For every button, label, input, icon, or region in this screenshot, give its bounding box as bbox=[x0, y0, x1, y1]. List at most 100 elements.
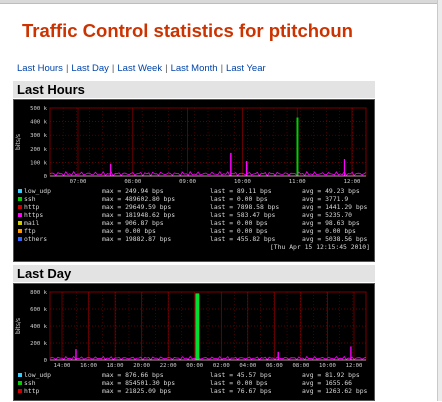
legend-max: max = 0.00 bps bbox=[102, 227, 156, 235]
legend-max: max = 906.87 bps bbox=[102, 219, 164, 227]
nav-link-last-hours[interactable]: Last Hours bbox=[17, 63, 63, 74]
legend-last-hours: low_udp max = 249.94 bps last = 89.11 bps a… bbox=[14, 187, 376, 261]
legend-avg: avg = 98.63 bps bbox=[302, 219, 360, 227]
legend-name: http bbox=[24, 203, 40, 211]
legend-row-ftp: ftp max = 0.00 bps last = 0.00 bps avg = 0.… bbox=[14, 227, 376, 235]
legend-max: max = 29649.59 bps bbox=[102, 203, 172, 211]
x-tick-label: 14:00 bbox=[54, 363, 71, 369]
legend-avg: avg = 1263.62 bps bbox=[302, 387, 368, 395]
y-tick-label: 0 bbox=[44, 174, 47, 180]
legend-name: ssh bbox=[24, 379, 36, 387]
legend-swatch bbox=[18, 381, 22, 385]
legend-name: ftp bbox=[24, 227, 36, 235]
section-heading-last-day: Last Day bbox=[13, 265, 375, 282]
legend-avg: avg = 1655.66 bbox=[302, 379, 353, 387]
traffic-spike bbox=[277, 351, 279, 360]
traffic-spike bbox=[296, 117, 299, 176]
traffic-spike bbox=[110, 163, 112, 176]
legend-name: others bbox=[24, 235, 48, 243]
y-tick-label: 400 k bbox=[30, 324, 47, 330]
legend-last: last = 455.82 bps bbox=[210, 235, 276, 243]
legend-row-https: https max = 181948.62 bps last = 583.47 bp… bbox=[14, 211, 376, 219]
legend-last: last = 89.11 bps bbox=[210, 187, 272, 195]
traffic-spike bbox=[195, 293, 200, 360]
legend-max: max = 489602.80 bps bbox=[102, 195, 176, 203]
legend-row-http: http max = 21825.09 bps last = 76.67 bps av… bbox=[14, 387, 376, 395]
y-tick-label: 100 k bbox=[30, 160, 47, 166]
legend-swatch bbox=[18, 213, 22, 217]
legend-row-low_udp: low_udp max = 249.94 bps last = 89.11 bps a… bbox=[14, 187, 376, 195]
x-tick-label: 11:00 bbox=[289, 179, 306, 185]
legend-swatch bbox=[18, 389, 22, 393]
legend-timestamp-row: [Thu Apr 15 12:15:45 2010] bbox=[14, 243, 376, 251]
y-tick-label: 400 k bbox=[30, 120, 47, 126]
vertical-scrollbar[interactable] bbox=[437, 0, 442, 401]
legend-name: mail bbox=[24, 219, 40, 227]
legend-avg: avg = 1441.29 bps bbox=[302, 203, 368, 211]
graph-last-hours: bits/s 500 k 400 k 300 k 200 k 100 k 0 07:00 08:… bbox=[13, 99, 375, 262]
legend-row-mail: mail max = 906.87 bps last = 0.00 bps avg =… bbox=[14, 219, 376, 227]
y-tick-label: 200 k bbox=[30, 147, 47, 153]
x-tick-label: 00:00 bbox=[186, 363, 203, 369]
x-tick-label: 22:00 bbox=[160, 363, 177, 369]
page-title: Traffic Control statistics for ptitchoun bbox=[22, 20, 353, 41]
nav-separator: | bbox=[111, 63, 115, 74]
https-trace bbox=[49, 170, 367, 177]
legend-name: low_udp bbox=[24, 187, 51, 195]
browser-top-edge bbox=[0, 0, 442, 4]
legend-last-day: low_udp max = 876.66 bps last = 45.57 bps a… bbox=[14, 371, 376, 402]
legend-last: last = 76.67 bps bbox=[210, 387, 272, 395]
nav-link-last-month[interactable]: Last Month bbox=[170, 63, 218, 74]
traffic-spike bbox=[343, 159, 346, 176]
y-tick-label: 0 bbox=[44, 358, 47, 364]
section-heading-last-hours: Last Hours bbox=[13, 81, 375, 98]
legend-avg: avg = 81.92 bps bbox=[302, 371, 360, 379]
nav-link-last-week[interactable]: Last Week bbox=[117, 63, 163, 74]
legend-max: max = 181948.62 bps bbox=[102, 211, 176, 219]
legend-row-others: others max = 19882.87 bps last = 455.82 bp… bbox=[14, 235, 376, 243]
legend-swatch bbox=[18, 205, 22, 209]
legend-swatch bbox=[18, 197, 22, 201]
legend-row-ssh: ssh max = 854501.30 bps last = 0.00 bps avg… bbox=[14, 379, 376, 387]
traffic-spike bbox=[75, 349, 77, 360]
nav-link-last-year[interactable]: Last Year bbox=[226, 63, 266, 74]
legend-last: last = 0.00 bps bbox=[210, 227, 268, 235]
legend-max: max = 876.66 bps bbox=[102, 371, 164, 379]
legend-last: last = 7898.58 bps bbox=[210, 203, 280, 211]
legend-last: last = 45.57 bps bbox=[210, 371, 272, 379]
x-tick-label: 08:00 bbox=[124, 179, 141, 185]
legend-avg: avg = 3771.9 bbox=[302, 195, 349, 203]
legend-name: http bbox=[24, 387, 40, 395]
x-tick-label: 18:00 bbox=[107, 363, 124, 369]
x-tick-label: 10:00 bbox=[234, 179, 251, 185]
traffic-plot-last-day: bits/s 800 k 600 k 400 k 200 k 0 14:00 16:00 18:… bbox=[14, 284, 374, 370]
legend-last: last = 583.47 bps bbox=[210, 211, 276, 219]
legend-avg: avg = 5038.56 bps bbox=[302, 235, 368, 243]
legend-row-http: http max = 29649.59 bps last = 7898.58 bps… bbox=[14, 203, 376, 211]
legend-swatch bbox=[18, 237, 22, 241]
graph-last-day: bits/s 800 k 600 k 400 k 200 k 0 14:00 16:00 18:… bbox=[13, 283, 375, 401]
x-tick-label: 08:00 bbox=[292, 363, 309, 369]
legend-max: max = 854501.30 bps bbox=[102, 379, 176, 387]
x-tick-label: 06:00 bbox=[266, 363, 283, 369]
legend-row-ssh: ssh max = 489602.80 bps last = 0.00 bps avg… bbox=[14, 195, 376, 203]
nav-separator: | bbox=[165, 63, 168, 74]
legend-name: https bbox=[24, 211, 44, 219]
x-tick-label: 10:00 bbox=[319, 363, 336, 369]
traffic-spike bbox=[230, 152, 232, 176]
legend-avg: avg = 49.23 bps bbox=[302, 187, 360, 195]
legend-max: max = 249.94 bps bbox=[102, 187, 164, 195]
nav-link-last-day[interactable]: Last Day bbox=[71, 63, 109, 74]
period-nav: Last Hours | Last Day | Last Week | Last Month… bbox=[17, 63, 266, 74]
legend-row-low_udp: low_udp max = 876.66 bps last = 45.57 bps a… bbox=[14, 371, 376, 379]
y-tick-label: 600 k bbox=[30, 307, 47, 313]
legend-swatch bbox=[18, 189, 22, 193]
x-tick-label: 02:00 bbox=[213, 363, 230, 369]
legend-last: last = 0.00 bps bbox=[210, 219, 268, 227]
x-tick-label: 07:00 bbox=[70, 179, 87, 185]
traffic-spike bbox=[245, 161, 248, 176]
legend-max: max = 21825.09 bps bbox=[102, 387, 172, 395]
graph-timestamp: [Thu Apr 15 12:15:45 2010] bbox=[269, 243, 370, 251]
x-tick-label: 16:00 bbox=[80, 363, 97, 369]
legend-max: max = 19882.87 bps bbox=[102, 235, 172, 243]
